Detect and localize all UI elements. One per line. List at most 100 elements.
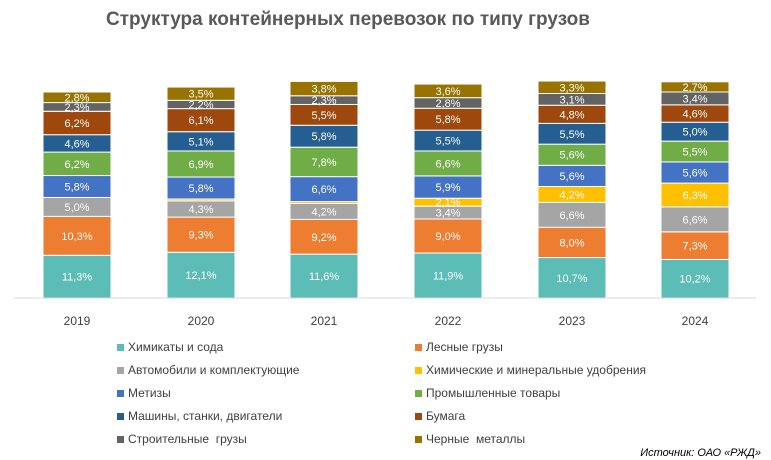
legend-swatch	[415, 390, 422, 397]
data-label: 6,6%	[311, 184, 336, 196]
data-label: 5,5%	[435, 136, 460, 148]
legend-label: Химические и минеральные удобрения	[426, 363, 646, 377]
data-label: 9,3%	[188, 230, 213, 242]
bar-segment	[660, 81, 730, 93]
bar-segment	[42, 91, 112, 104]
x-tick-label: 2023	[559, 314, 586, 328]
data-label: 10,2%	[679, 274, 710, 286]
data-label: 6,6%	[559, 210, 584, 222]
data-label: 11,3%	[62, 272, 93, 284]
data-label: 4,3%	[188, 204, 213, 216]
legend-label: Черные металлы	[426, 432, 525, 446]
bar-segment	[166, 251, 236, 299]
legend-label: Промышленные товары	[426, 386, 560, 400]
x-tick-label: 2019	[64, 314, 91, 328]
bar-segment	[42, 215, 112, 256]
bar-segment	[289, 146, 359, 178]
bar-segment	[289, 80, 359, 97]
data-label: 2,8%	[435, 98, 460, 110]
x-tick-label: 2022	[435, 314, 462, 328]
data-label: 5,6%	[682, 168, 707, 180]
legend-label: Машины, станки, двигатели	[128, 409, 282, 423]
bar-segment	[660, 231, 730, 260]
data-label: 5,8%	[435, 114, 460, 126]
data-label: 3,8%	[311, 84, 336, 96]
data-label: 5,1%	[188, 136, 213, 148]
bar-segment	[413, 252, 483, 299]
data-label: 4,6%	[682, 109, 707, 121]
legend-swatch	[117, 390, 124, 397]
data-label: 5,0%	[682, 127, 707, 139]
bars-group: 11,3%10,3%5,0%5,8%6,2%4,6%6,2%2,3%2,8%12…	[42, 80, 730, 299]
bar-segment	[413, 150, 483, 177]
data-label: 6,6%	[435, 158, 460, 170]
bar-segment	[537, 80, 607, 95]
legend-label: Химикаты и сода	[128, 340, 224, 354]
x-tick-label: 2020	[188, 314, 215, 328]
data-label: 5,8%	[64, 181, 89, 193]
legend-swatch	[117, 436, 124, 443]
data-label: 5,5%	[311, 110, 336, 122]
source-note: Источник: ОАО «РЖД»	[640, 447, 761, 459]
bar-segment	[413, 83, 483, 99]
data-label: 3,1%	[559, 94, 584, 106]
chart-title: Структура контейнерных перевозок по типу…	[106, 9, 590, 30]
bar-segment	[537, 257, 607, 299]
data-label: 10,3%	[61, 231, 92, 243]
data-label: 5,9%	[435, 182, 460, 194]
legend-label: Автомобили и комплектующие	[128, 363, 300, 377]
legend-swatch	[117, 413, 124, 420]
data-label: 5,8%	[311, 131, 336, 143]
data-label: 4,2%	[559, 189, 584, 201]
data-label: 2,3%	[64, 102, 89, 114]
data-label: 5,0%	[64, 202, 89, 214]
bar-segment	[166, 216, 236, 253]
data-label: 2,7%	[682, 82, 707, 94]
data-label: 2,1%	[435, 197, 460, 209]
data-label: 6,2%	[64, 159, 89, 171]
legend-swatch	[415, 413, 422, 420]
legend: Химикаты и сода Лесные грузы Автомобили и …	[117, 340, 646, 446]
x-tick-label: 2024	[682, 314, 709, 328]
data-label: 2,2%	[188, 99, 213, 111]
data-label: 10,7%	[556, 273, 587, 285]
bar-segment	[537, 201, 607, 228]
x-axis-labels: 2019 2020 2021 2022 2023 2024	[64, 314, 709, 328]
bar-segment	[166, 150, 236, 178]
data-label: 5,8%	[188, 183, 213, 195]
data-label: 4,8%	[559, 109, 584, 121]
legend-swatch	[415, 367, 422, 374]
legend-label: Лесные грузы	[426, 340, 503, 354]
data-label: 4,6%	[64, 138, 89, 150]
data-label: 11,9%	[433, 271, 464, 283]
bar-segment	[42, 254, 112, 299]
data-label: 6,3%	[682, 190, 707, 202]
data-label: 6,6%	[682, 214, 707, 226]
legend-label: Строительные грузы	[128, 432, 247, 446]
bar-segment	[289, 176, 359, 203]
legend-label: Метизы	[128, 386, 171, 400]
data-label: 9,2%	[311, 232, 336, 244]
data-label: 5,6%	[559, 171, 584, 183]
data-label: 2,8%	[64, 92, 89, 104]
data-label: 5,6%	[559, 150, 584, 162]
data-label: 6,2%	[64, 118, 89, 130]
data-label: 12,1%	[185, 270, 216, 282]
data-label: 2,3%	[311, 95, 336, 107]
data-label: 3,5%	[188, 89, 213, 101]
data-label: 7,3%	[682, 241, 707, 253]
data-label: 6,9%	[188, 159, 213, 171]
data-label: 8,0%	[559, 237, 584, 249]
x-tick-label: 2021	[311, 314, 338, 328]
data-label: 3,4%	[435, 208, 460, 220]
data-label: 9,0%	[435, 231, 460, 243]
bar-segment	[537, 226, 607, 259]
data-label: 3,3%	[559, 82, 584, 94]
data-label: 3,4%	[682, 93, 707, 105]
data-label: 7,8%	[311, 157, 336, 169]
data-label: 3,6%	[435, 86, 460, 98]
legend-swatch	[117, 367, 124, 374]
legend-swatch	[415, 436, 422, 443]
data-label: 6,1%	[188, 115, 213, 127]
